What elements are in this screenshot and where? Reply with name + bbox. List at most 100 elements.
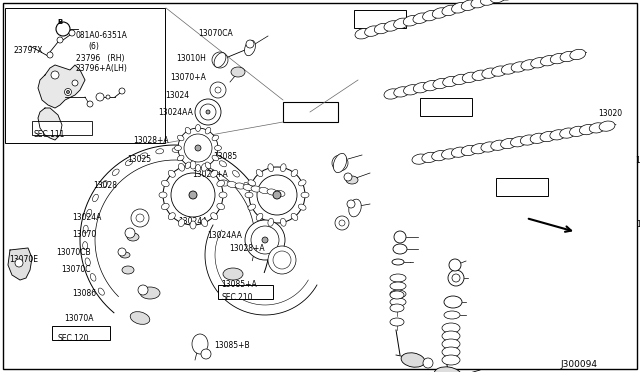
Ellipse shape: [275, 190, 285, 196]
Ellipse shape: [205, 127, 211, 134]
Ellipse shape: [220, 161, 227, 167]
Ellipse shape: [179, 219, 185, 227]
Ellipse shape: [251, 186, 261, 192]
Ellipse shape: [244, 40, 255, 56]
Ellipse shape: [432, 151, 447, 161]
Ellipse shape: [346, 176, 358, 184]
Ellipse shape: [530, 133, 546, 144]
Ellipse shape: [268, 218, 274, 226]
Ellipse shape: [413, 13, 429, 23]
Bar: [283, 102, 338, 122]
Ellipse shape: [500, 138, 516, 149]
Ellipse shape: [256, 170, 263, 177]
Circle shape: [69, 30, 75, 36]
Text: 23796   (RH): 23796 (RH): [76, 54, 125, 63]
Circle shape: [332, 155, 348, 171]
Ellipse shape: [291, 213, 298, 221]
Bar: [354, 10, 406, 28]
Ellipse shape: [550, 54, 566, 64]
Ellipse shape: [130, 312, 150, 324]
Ellipse shape: [262, 227, 267, 235]
Ellipse shape: [393, 244, 407, 254]
Ellipse shape: [159, 192, 167, 198]
Circle shape: [72, 80, 78, 86]
Text: 13025+A: 13025+A: [192, 170, 228, 179]
Text: 13020: 13020: [598, 109, 622, 118]
Ellipse shape: [401, 353, 425, 367]
Ellipse shape: [442, 331, 460, 341]
Ellipse shape: [579, 125, 595, 135]
Text: 13070: 13070: [72, 230, 96, 239]
Ellipse shape: [245, 192, 253, 198]
Ellipse shape: [442, 339, 460, 349]
Ellipse shape: [390, 290, 406, 298]
Ellipse shape: [127, 233, 139, 241]
Text: 13010H: 13010H: [635, 156, 640, 165]
Ellipse shape: [223, 268, 243, 280]
Circle shape: [131, 209, 149, 227]
Text: 13028+A: 13028+A: [133, 136, 168, 145]
Circle shape: [163, 165, 223, 225]
Text: 13085+A: 13085+A: [221, 280, 257, 289]
Ellipse shape: [423, 80, 439, 91]
Ellipse shape: [83, 241, 88, 250]
Ellipse shape: [481, 0, 496, 5]
Ellipse shape: [101, 181, 108, 188]
Circle shape: [136, 214, 144, 222]
Ellipse shape: [422, 152, 438, 163]
Text: 13070CA: 13070CA: [198, 29, 233, 38]
Text: 13070C: 13070C: [61, 265, 90, 274]
Circle shape: [195, 99, 221, 125]
Ellipse shape: [280, 218, 286, 226]
Ellipse shape: [433, 78, 449, 89]
Circle shape: [262, 237, 268, 243]
Ellipse shape: [204, 154, 212, 159]
Ellipse shape: [168, 213, 175, 220]
Ellipse shape: [262, 244, 267, 252]
Circle shape: [335, 216, 349, 230]
Text: 13086: 13086: [72, 289, 96, 298]
Circle shape: [210, 82, 226, 98]
Ellipse shape: [172, 148, 180, 153]
Ellipse shape: [227, 182, 237, 187]
Circle shape: [138, 285, 148, 295]
Circle shape: [249, 167, 305, 223]
Circle shape: [273, 191, 281, 199]
Ellipse shape: [394, 87, 410, 97]
Ellipse shape: [267, 189, 277, 195]
Ellipse shape: [403, 16, 419, 26]
Circle shape: [394, 231, 406, 243]
Ellipse shape: [531, 58, 547, 68]
Circle shape: [246, 40, 254, 48]
Ellipse shape: [156, 149, 164, 154]
Ellipse shape: [390, 282, 406, 290]
Ellipse shape: [268, 164, 274, 171]
Ellipse shape: [298, 204, 306, 210]
Ellipse shape: [432, 8, 448, 18]
Polygon shape: [8, 248, 32, 280]
Ellipse shape: [540, 131, 556, 142]
Ellipse shape: [520, 135, 536, 145]
Ellipse shape: [462, 72, 478, 83]
Ellipse shape: [280, 164, 286, 171]
Bar: [5, 8, 165, 143]
Ellipse shape: [390, 304, 404, 312]
Ellipse shape: [190, 221, 196, 229]
Ellipse shape: [168, 170, 175, 177]
Ellipse shape: [511, 62, 527, 72]
Ellipse shape: [570, 126, 586, 137]
Ellipse shape: [253, 196, 259, 204]
Ellipse shape: [444, 311, 460, 319]
Circle shape: [106, 95, 110, 99]
Ellipse shape: [291, 170, 298, 177]
Polygon shape: [38, 108, 62, 140]
Text: 13028: 13028: [93, 181, 117, 190]
Ellipse shape: [259, 211, 264, 219]
Ellipse shape: [211, 213, 218, 220]
Ellipse shape: [434, 367, 462, 372]
Polygon shape: [38, 65, 85, 108]
Ellipse shape: [374, 23, 390, 34]
Ellipse shape: [256, 213, 263, 221]
Ellipse shape: [390, 298, 406, 306]
Ellipse shape: [125, 160, 132, 166]
